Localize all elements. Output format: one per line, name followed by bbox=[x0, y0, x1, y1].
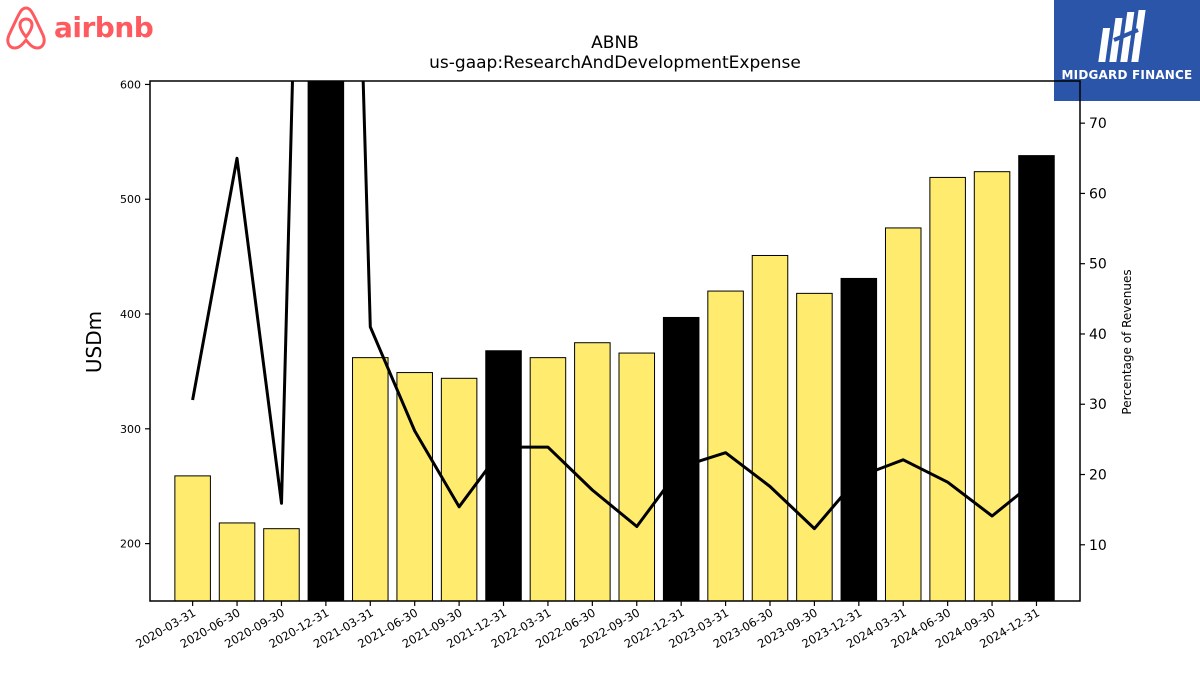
bar-2021-06-30 bbox=[396, 372, 433, 601]
y-right-tick-label-50: 50 bbox=[1089, 257, 1107, 273]
y-tick-label-200: 200 bbox=[120, 538, 141, 551]
percentage-of-revenues-line bbox=[191, 81, 1038, 531]
bar-2020-12-31 bbox=[307, 81, 345, 601]
y-right-tick-label-20: 20 bbox=[1089, 468, 1107, 484]
midgard-monogram-icon bbox=[1098, 10, 1146, 62]
y-right-tick-label-40: 40 bbox=[1089, 327, 1107, 343]
bar-2023-03-31 bbox=[707, 290, 744, 601]
y-right-tick-label-70: 70 bbox=[1089, 116, 1107, 132]
x-axis: 2020-03-312020-06-302020-09-302020-12-31… bbox=[133, 601, 1042, 651]
publisher-name: MIDGARD FINANCE bbox=[1061, 68, 1193, 82]
bar-2023-09-30 bbox=[796, 292, 833, 601]
bar-2022-09-30 bbox=[618, 352, 656, 601]
bar-2024-03-31 bbox=[884, 227, 922, 601]
bar-2020-06-30 bbox=[218, 522, 256, 601]
bar-2023-06-30 bbox=[751, 254, 789, 601]
y-right-tick-label-10: 10 bbox=[1089, 538, 1107, 554]
bar-series bbox=[174, 81, 1055, 601]
bar-2022-06-30 bbox=[574, 342, 611, 601]
bar-2022-03-31 bbox=[529, 357, 567, 601]
bar-2024-06-30 bbox=[929, 176, 966, 601]
y-tick-label-400: 400 bbox=[120, 308, 141, 321]
airbnb-logo: airbnb bbox=[4, 4, 154, 50]
airbnb-belo-icon bbox=[6, 6, 46, 50]
brand-name: airbnb bbox=[54, 10, 154, 44]
bar-2024-12-31 bbox=[1018, 155, 1055, 601]
y-tick-label-300: 300 bbox=[120, 423, 141, 436]
plot-frame bbox=[149, 80, 1081, 602]
bar-2021-09-30 bbox=[440, 377, 478, 601]
y-axis-label: USDm bbox=[82, 311, 106, 373]
publisher-logo: MIDGARD FINANCE bbox=[1054, 0, 1200, 101]
right-axis: 10 20 30 40 50 60 70 bbox=[1080, 116, 1107, 554]
y-right-tick-label-60: 60 bbox=[1089, 186, 1107, 202]
left-axis: 200 300 400 500 600 bbox=[120, 78, 150, 551]
bar-2020-03-31 bbox=[174, 475, 211, 601]
y-axis-right-label: Percentage of Revenues bbox=[1120, 269, 1134, 414]
chart-title: ABNB bbox=[591, 33, 639, 53]
bar-2020-09-30 bbox=[263, 528, 300, 601]
chart-subtitle: us-gaap:ResearchAndDevelopmentExpense bbox=[429, 53, 801, 73]
bar-2021-12-31 bbox=[485, 350, 522, 601]
y-tick-label-600: 600 bbox=[120, 78, 141, 91]
bar-2021-03-31 bbox=[352, 357, 389, 601]
y-right-tick-label-30: 30 bbox=[1089, 397, 1107, 413]
bar-2023-12-31 bbox=[840, 277, 878, 601]
y-tick-label-500: 500 bbox=[120, 193, 141, 206]
bar-2022-12-31 bbox=[662, 316, 700, 601]
bar-2024-09-30 bbox=[973, 171, 1011, 601]
